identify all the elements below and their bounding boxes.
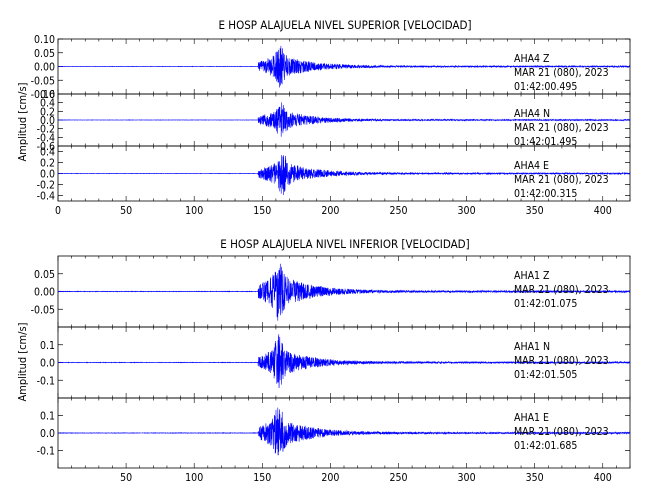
y-tick-label: -0.05 bbox=[31, 304, 55, 316]
trace-panel: 0.05 0.00 -0.05 AHA1 Z MAR 21 (080), 2023 01:… bbox=[31, 255, 631, 328]
x-tick-label: 400 bbox=[594, 205, 612, 217]
x-tick-label: 250 bbox=[389, 205, 407, 217]
trace-date-label: MAR 21 (080), 2023 bbox=[514, 355, 609, 367]
y-tick-label: 0.00 bbox=[34, 62, 55, 74]
trace-station-label: AHA1 Z bbox=[514, 270, 550, 282]
y-tick-label: 0.1 bbox=[40, 340, 55, 352]
y-tick-label: -0.1 bbox=[37, 446, 55, 458]
x-tick-label: 150 bbox=[253, 472, 271, 484]
y-tick-label: -0.4 bbox=[37, 132, 55, 144]
trace-date-label: MAR 21 (080), 2023 bbox=[514, 122, 609, 134]
x-tick-label: 200 bbox=[321, 472, 339, 484]
y-tick-label: 0.4 bbox=[40, 98, 55, 110]
y-tick-label: 0.0 bbox=[40, 428, 55, 440]
chart-1: 0.05 0.00 -0.05 AHA1 Z MAR 21 (080), 2023 01:… bbox=[31, 255, 631, 484]
x-tick-label: 350 bbox=[526, 472, 544, 484]
y-tick-label: 0.05 bbox=[34, 48, 55, 60]
trace-date-label: MAR 21 (080), 2023 bbox=[514, 426, 609, 438]
x-tick-label: 100 bbox=[185, 205, 203, 217]
x-tick-label: 150 bbox=[253, 205, 271, 217]
y-tick-label: 0.00 bbox=[34, 287, 55, 299]
y-tick-label: 0.2 bbox=[40, 106, 55, 118]
x-tick-label: 200 bbox=[321, 205, 339, 217]
trace-panel: 0.10 0.05 0.00-0.05 -0.10 AHA4 Z MAR 21 (080)… bbox=[31, 34, 631, 101]
y-axis-label-inferior: Amplitud [cm/s] bbox=[16, 322, 29, 401]
y-tick-label: -0.1 bbox=[37, 375, 55, 387]
trace-panel: 0.60.40.20.0-0.2-0.4-0.6 AHA4 N MAR 21 (08… bbox=[37, 89, 631, 153]
x-tick-label: 300 bbox=[458, 472, 476, 484]
trace-station-label: AHA4 E bbox=[514, 160, 549, 172]
x-tick-label: 250 bbox=[389, 472, 407, 484]
trace-time-label: 01:42:00.495 bbox=[514, 81, 577, 93]
trace-station-label: AHA4 N bbox=[514, 108, 550, 120]
x-tick-label: 0 bbox=[55, 205, 61, 217]
y-tick-label: 0.2 bbox=[40, 158, 55, 170]
trace-time-label: 01:42:01.685 bbox=[514, 440, 577, 452]
trace-date-label: MAR 21 (080), 2023 bbox=[514, 67, 609, 79]
x-tick-label: 400 bbox=[594, 472, 612, 484]
waveform-line bbox=[57, 334, 631, 388]
chart-title-superior: E HOSP ALAJUELA NIVEL SUPERIOR [VELOCIDA… bbox=[218, 18, 471, 32]
trace-date-label: MAR 21 (080), 2023 bbox=[514, 284, 609, 296]
trace-time-label: 01:42:01.075 bbox=[514, 298, 577, 310]
waveform-line bbox=[57, 155, 631, 196]
trace-time-label: 01:42:00.315 bbox=[514, 188, 577, 200]
waveform-line bbox=[57, 102, 630, 137]
waveform-line bbox=[57, 263, 631, 321]
x-tick-label: 50 bbox=[120, 472, 132, 484]
y-tick-label: 0.05 bbox=[34, 269, 55, 281]
y-tick-label: -0.2 bbox=[37, 180, 55, 192]
trace-station-label: AHA4 Z bbox=[514, 53, 550, 65]
x-tick-label: 100 bbox=[185, 472, 203, 484]
y-tick-label: -0.05 bbox=[31, 75, 55, 87]
trace-panel: 0.1 0.0 -0.1 AHA1 N MAR 21 (080), 2023 01:42:… bbox=[37, 326, 631, 399]
trace-time-label: 01:42:01.505 bbox=[514, 369, 577, 381]
y-axis-label-superior: Amplitud [cm/s] bbox=[16, 82, 29, 161]
trace-date-label: MAR 21 (080), 2023 bbox=[514, 174, 609, 186]
waveform-line bbox=[57, 45, 631, 88]
waveform-line bbox=[57, 407, 631, 456]
trace-panel: 0.1 0.0 -0.1 AHA1 E MAR 21 (080), 2023 01:42:… bbox=[37, 397, 631, 469]
y-tick-label: -0.10 bbox=[31, 89, 55, 101]
y-tick-label: 0.6 bbox=[40, 89, 55, 101]
y-tick-label: 0.10 bbox=[34, 34, 55, 46]
y-tick-label: 0.1 bbox=[40, 411, 55, 423]
y-tick-label: -0.4 bbox=[37, 191, 55, 203]
chart-title-inferior: E HOSP ALAJUELA NIVEL INFERIOR [VELOCIDA… bbox=[220, 237, 469, 251]
x-tick-label: 300 bbox=[458, 205, 476, 217]
y-tick-label: 0.4 bbox=[40, 147, 55, 159]
x-tick-label: 350 bbox=[526, 205, 544, 217]
y-tick-label: 0.0 bbox=[40, 115, 55, 127]
y-tick-label: -0.6 bbox=[37, 141, 55, 153]
y-tick-label: 0.0 bbox=[40, 169, 55, 181]
y-tick-label: 0.0 bbox=[40, 358, 55, 370]
trace-time-label: 01:42:01.495 bbox=[514, 136, 577, 148]
x-tick-label: 50 bbox=[120, 205, 132, 217]
y-tick-label: -0.2 bbox=[37, 124, 55, 136]
trace-station-label: AHA1 N bbox=[514, 341, 550, 353]
trace-station-label: AHA1 E bbox=[514, 412, 549, 424]
trace-panel: 0.40.20.0-0.2-0.4 AHA4 E MAR 21 (080), 202… bbox=[37, 145, 631, 203]
